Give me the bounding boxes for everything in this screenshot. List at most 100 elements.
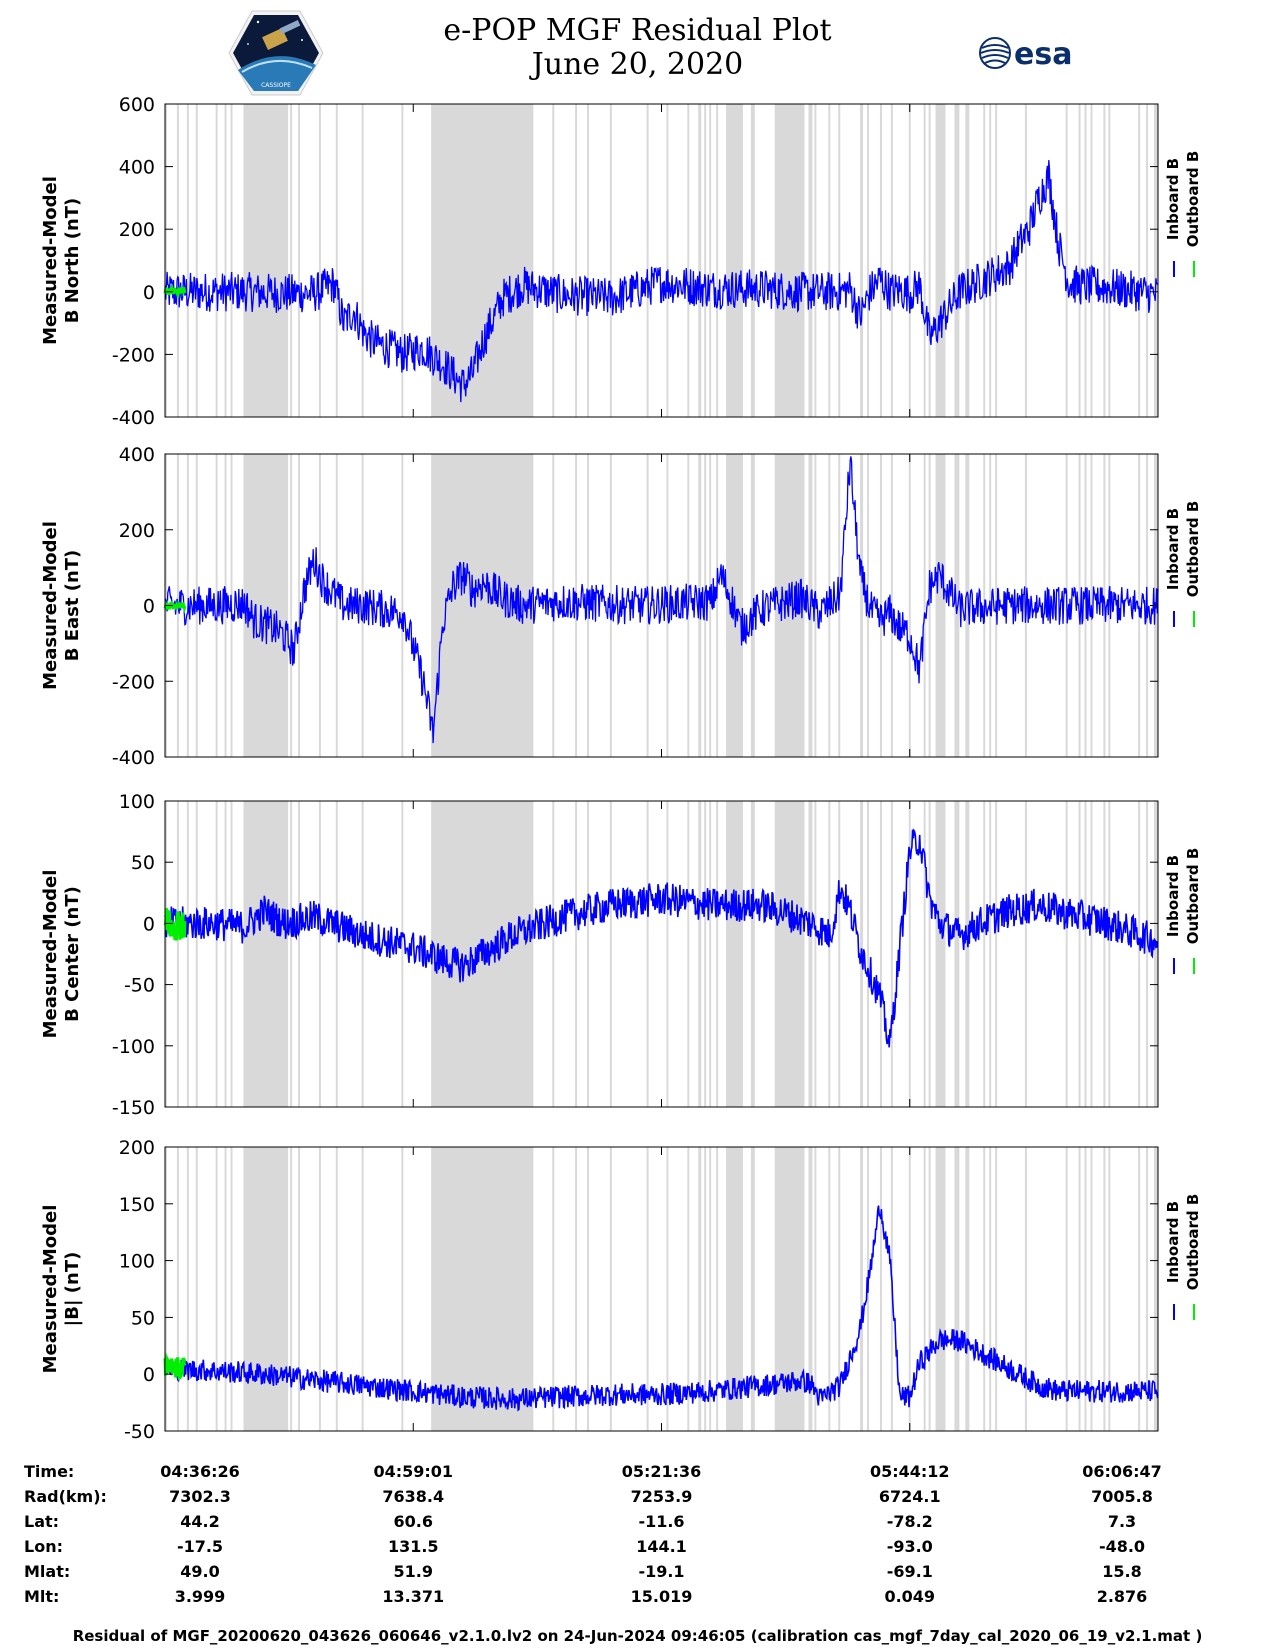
gap-shade: [1154, 1147, 1157, 1431]
panel-north: -400 -200 0 200 400 600 Measured-ModelB North …: [40, 94, 1202, 429]
gap-shade: [995, 104, 998, 417]
gap-shade: [215, 801, 218, 1107]
ephemeris-value: 131.5: [387, 1537, 439, 1556]
gap-shade: [401, 454, 404, 757]
y-tick-label: 0: [143, 913, 155, 935]
gap-shade: [928, 104, 931, 417]
outboard-trace: [163, 908, 187, 941]
gap-shade: [954, 454, 960, 757]
gap-shade: [935, 1147, 946, 1431]
gap-shade: [935, 801, 946, 1107]
y-axis-label-line1: Measured-Model: [40, 870, 61, 1039]
gap-shade: [361, 104, 364, 417]
gap-shade: [176, 104, 179, 417]
ephemeris-label: Lat:: [24, 1512, 60, 1531]
y-axis-label-line2: B East (nT): [62, 550, 83, 662]
gap-shade: [165, 104, 167, 417]
footer-caption: Residual of MGF_20200620_043626_060646_v…: [72, 1627, 1203, 1645]
gap-shade: [1084, 104, 1087, 417]
gap-shade: [750, 104, 755, 417]
gap-shade: [587, 104, 590, 417]
gap-shade: [361, 1147, 364, 1431]
gap-shade: [928, 801, 931, 1107]
y-axis-label-line1: Measured-Model: [40, 1205, 61, 1374]
ephemeris-value: 06:06:47: [1082, 1462, 1162, 1481]
gap-shade: [838, 104, 841, 417]
gap-shade: [1103, 801, 1106, 1107]
outboard-trace: [163, 1352, 187, 1381]
gap-shade: [215, 1147, 218, 1431]
gap-shade: [704, 454, 707, 757]
ephemeris-value: 7005.8: [1091, 1487, 1153, 1506]
y-tick-label: 200: [119, 219, 155, 241]
y-tick-label: 50: [131, 852, 155, 874]
gap-shade: [318, 1147, 321, 1431]
gap-shade: [1090, 1147, 1093, 1431]
gap-shade: [908, 104, 911, 417]
gap-shade: [215, 104, 218, 417]
gap-shade: [165, 801, 167, 1107]
gap-shade: [923, 104, 926, 417]
esa-globe-icon: [979, 37, 1011, 69]
gap-shade: [867, 801, 870, 1107]
ephemeris-label: Mlat:: [24, 1562, 71, 1581]
legend-outboard: Outboard B: [1184, 151, 1202, 248]
gap-shade: [1154, 104, 1157, 417]
gap-shade: [935, 454, 946, 757]
gap-shade: [176, 1147, 179, 1431]
gap-shade: [230, 801, 233, 1107]
gap-shade: [587, 454, 590, 757]
inboard-trace: [164, 1205, 1159, 1412]
legend-outboard: Outboard B: [1184, 1194, 1202, 1291]
gap-shade: [704, 104, 707, 417]
gap-shade: [1078, 1147, 1081, 1431]
gap-shade: [1108, 104, 1111, 417]
gap-shade: [552, 801, 555, 1107]
panel-east: -400 -200 0 200 400 Measured-ModelB East (nT)…: [40, 444, 1202, 769]
gap-shade: [575, 104, 578, 417]
gap-shade: [828, 1147, 831, 1431]
gap-shade: [704, 801, 707, 1107]
gap-shade: [709, 104, 712, 417]
gap-shade: [716, 454, 719, 757]
y-tick-label: -50: [124, 975, 155, 997]
gap-shade: [1103, 104, 1106, 417]
y-tick-label: 200: [119, 1137, 155, 1159]
y-tick-label: -400: [112, 747, 155, 769]
legend: Inboard B Outboard B: [1164, 501, 1202, 598]
gap-shade: [587, 801, 590, 1107]
gap-shade: [1084, 801, 1087, 1107]
ephemeris-value: 49.0: [180, 1562, 220, 1581]
ephemeris-label: Time:: [24, 1462, 75, 1481]
gap-shade: [808, 104, 813, 417]
gap-shade: [828, 801, 831, 1107]
ephemeris-label: Rad(km):: [24, 1487, 107, 1506]
ephemeris-row: Rad(km): 7302.3 7638.4 7253.9 6724.1 7005.8: [0, 1487, 1275, 1512]
gap-shade: [401, 104, 404, 417]
gap-shade: [195, 104, 198, 417]
gap-shade: [965, 104, 970, 417]
ephemeris-value: 3.999: [174, 1587, 226, 1606]
gap-shade: [838, 801, 841, 1107]
gap-shade: [401, 1147, 404, 1431]
legend-outboard: Outboard B: [1184, 848, 1202, 945]
gap-shade: [318, 104, 321, 417]
gap-shade: [908, 1147, 911, 1431]
legend-outboard: Outboard B: [1184, 501, 1202, 598]
ephemeris-row: Mlt: 3.999 13.371 15.019 0.049 2.876: [0, 1587, 1275, 1612]
ephemeris-value: 13.371: [382, 1587, 445, 1606]
gap-shade: [215, 454, 218, 757]
gap-shade: [1138, 454, 1141, 757]
gap-shade: [750, 1147, 755, 1431]
gap-shade: [954, 104, 960, 417]
gap-shade: [709, 454, 712, 757]
gap-shade: [954, 801, 960, 1107]
ephemeris-value: 04:36:26: [160, 1462, 240, 1481]
panel-center: -150 -100 -50 0 50 100 Measured-ModelB Center …: [40, 791, 1202, 1119]
gap-shade: [1146, 801, 1149, 1107]
gap-shade: [879, 104, 882, 417]
gap-shade: [750, 454, 755, 757]
gap-shade: [1065, 104, 1068, 417]
gap-shade: [879, 1147, 882, 1431]
ephemeris-value: -19.1: [638, 1562, 685, 1581]
